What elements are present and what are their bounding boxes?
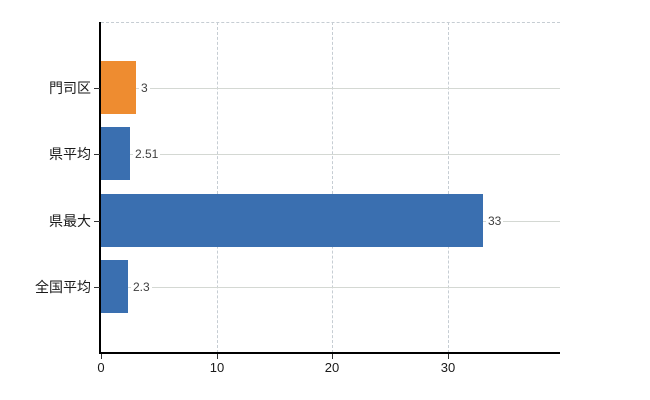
horizontal-gridline-1 — [101, 88, 560, 89]
category-label: 全国平均 — [35, 279, 91, 295]
bar-value-label: 3 — [139, 81, 150, 95]
bar-1 — [101, 61, 136, 114]
y-axis-line — [99, 22, 101, 354]
bar-4 — [101, 260, 128, 313]
horizontal-gridline-4 — [101, 287, 560, 288]
plot-area: 3 2.51 33 2.3 — [101, 22, 560, 353]
plot-top-border — [101, 22, 560, 23]
x-axis-tick-10 — [217, 354, 218, 359]
bar-2 — [101, 127, 130, 180]
x-axis-line — [99, 352, 560, 354]
x-axis-tick-label: 10 — [209, 360, 225, 375]
x-axis-tick-label: 0 — [97, 360, 105, 375]
x-axis-tick-label: 30 — [440, 360, 456, 375]
bar-value-label: 2.3 — [131, 280, 152, 294]
x-axis-tick-label: 20 — [324, 360, 340, 375]
vertical-gridline-10 — [216, 22, 218, 353]
x-axis-tick-20 — [332, 354, 333, 359]
category-label: 門司区 — [49, 80, 91, 96]
y-axis-tick-4 — [94, 287, 100, 288]
y-axis-tick-1 — [94, 88, 100, 89]
category-label: 県平均 — [49, 146, 91, 162]
bar-value-label: 2.51 — [133, 147, 161, 161]
x-axis-tick-0 — [101, 354, 102, 359]
vertical-gridline-30 — [447, 22, 449, 353]
horizontal-gridline-2 — [101, 154, 560, 155]
vertical-gridline-20 — [332, 22, 334, 353]
bar-3 — [101, 194, 483, 247]
x-axis-tick-30 — [448, 354, 449, 359]
y-axis-tick-3 — [94, 221, 100, 222]
category-label: 県最大 — [49, 213, 91, 229]
bar-value-label: 33 — [486, 214, 504, 228]
y-axis-tick-2 — [94, 154, 100, 155]
